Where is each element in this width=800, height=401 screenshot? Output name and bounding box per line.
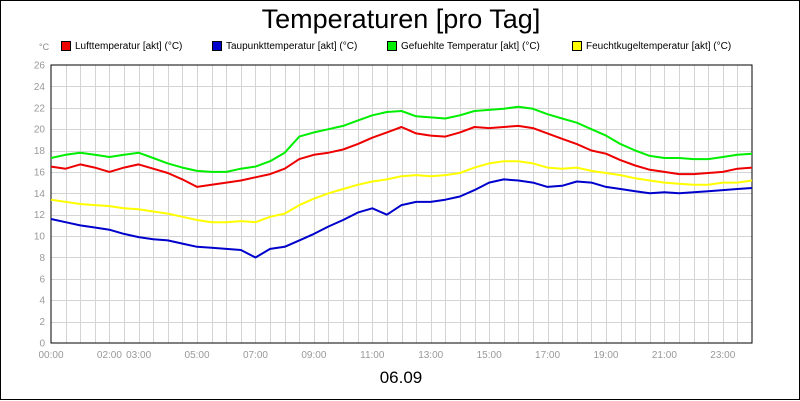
x-tick-label: 11:00 (360, 350, 385, 361)
legend-swatch-gefuehlte-temperatur (387, 41, 397, 51)
series-line-taupunkttemperatur (50, 178, 753, 259)
x-axis-ticks: 00:00 02:00 03:00 05:00 07:00 09:00 11:00 13:00… (38, 350, 735, 361)
x-tick-label: 21:00 (652, 350, 677, 361)
y-tick-label: 10 (34, 232, 46, 243)
series-line-gefuehlte-temperatur (50, 105, 753, 173)
x-tick-label: 17:00 (535, 350, 560, 361)
x-tick-label: 19:00 (593, 350, 618, 361)
chart-title: Temperaturen [pro Tag] (261, 4, 541, 34)
legend-label-taupunkttemperatur: Taupunkttemperatur [akt] (°C) (226, 40, 358, 52)
legend-item-taupunkttemperatur: Taupunkttemperatur [akt] (°C) (212, 39, 357, 53)
y-tick-label: 22 (34, 103, 46, 114)
y-tick-label: 12 (34, 210, 46, 221)
date-label: 06.09 (379, 368, 423, 387)
x-tick-label: 02:00 (97, 350, 122, 361)
y-tick-label: 4 (39, 296, 45, 307)
y-tick-label: 8 (39, 253, 45, 264)
x-tick-label: 15:00 (477, 350, 502, 361)
y-tick-label: 2 (39, 317, 45, 328)
legend-label-lufttemperatur: Lufttemperatur [akt] (°C) (75, 40, 183, 52)
y-tick-label: 26 (34, 61, 46, 72)
x-tick-label: 00:00 (38, 350, 63, 361)
legend-label-feuchtkugeltemperatur: Feuchtkugeltemperatur [akt] (°C) (586, 40, 732, 52)
x-tick-label: 23:00 (710, 350, 735, 361)
y-tick-label: 18 (34, 146, 46, 157)
legend-item-gefuehlte-temperatur: Gefuehlte Temperatur [akt] (°C) (387, 39, 540, 53)
y-tick-label: 24 (34, 82, 46, 93)
legend-item-feuchtkugeltemperatur: Feuchtkugeltemperatur [akt] (°C) (572, 39, 731, 53)
series-lines (50, 105, 753, 259)
legend-swatch-lufttemperatur (61, 41, 71, 51)
legend-swatch-feuchtkugeltemperatur (572, 41, 582, 51)
y-tick-label: 14 (34, 189, 46, 200)
y-tick-label: 6 (39, 274, 45, 285)
series-line-lufttemperatur (50, 124, 753, 188)
x-tick-label: 07:00 (243, 350, 268, 361)
grid-lines (51, 65, 752, 343)
x-tick-label: 13:00 (418, 350, 443, 361)
x-tick-label: 09:00 (301, 350, 326, 361)
legend-swatch-taupunkttemperatur (212, 41, 222, 51)
y-tick-label: 20 (34, 125, 46, 136)
y-tick-label: 16 (34, 167, 46, 178)
plot-area-border (50, 64, 753, 344)
legend-label-gefuehlte-temperatur: Gefuehlte Temperatur [akt] (°C) (401, 40, 540, 52)
x-tick-label: 03:00 (126, 350, 151, 361)
y-tick-label: 0 (39, 339, 45, 350)
y-unit-label: °C (39, 42, 50, 52)
x-tick-label: 05:00 (185, 350, 210, 361)
series-line-feuchtkugeltemperatur (50, 160, 753, 224)
legend-item-lufttemperatur: Lufttemperatur [akt] (°C) (61, 39, 182, 53)
